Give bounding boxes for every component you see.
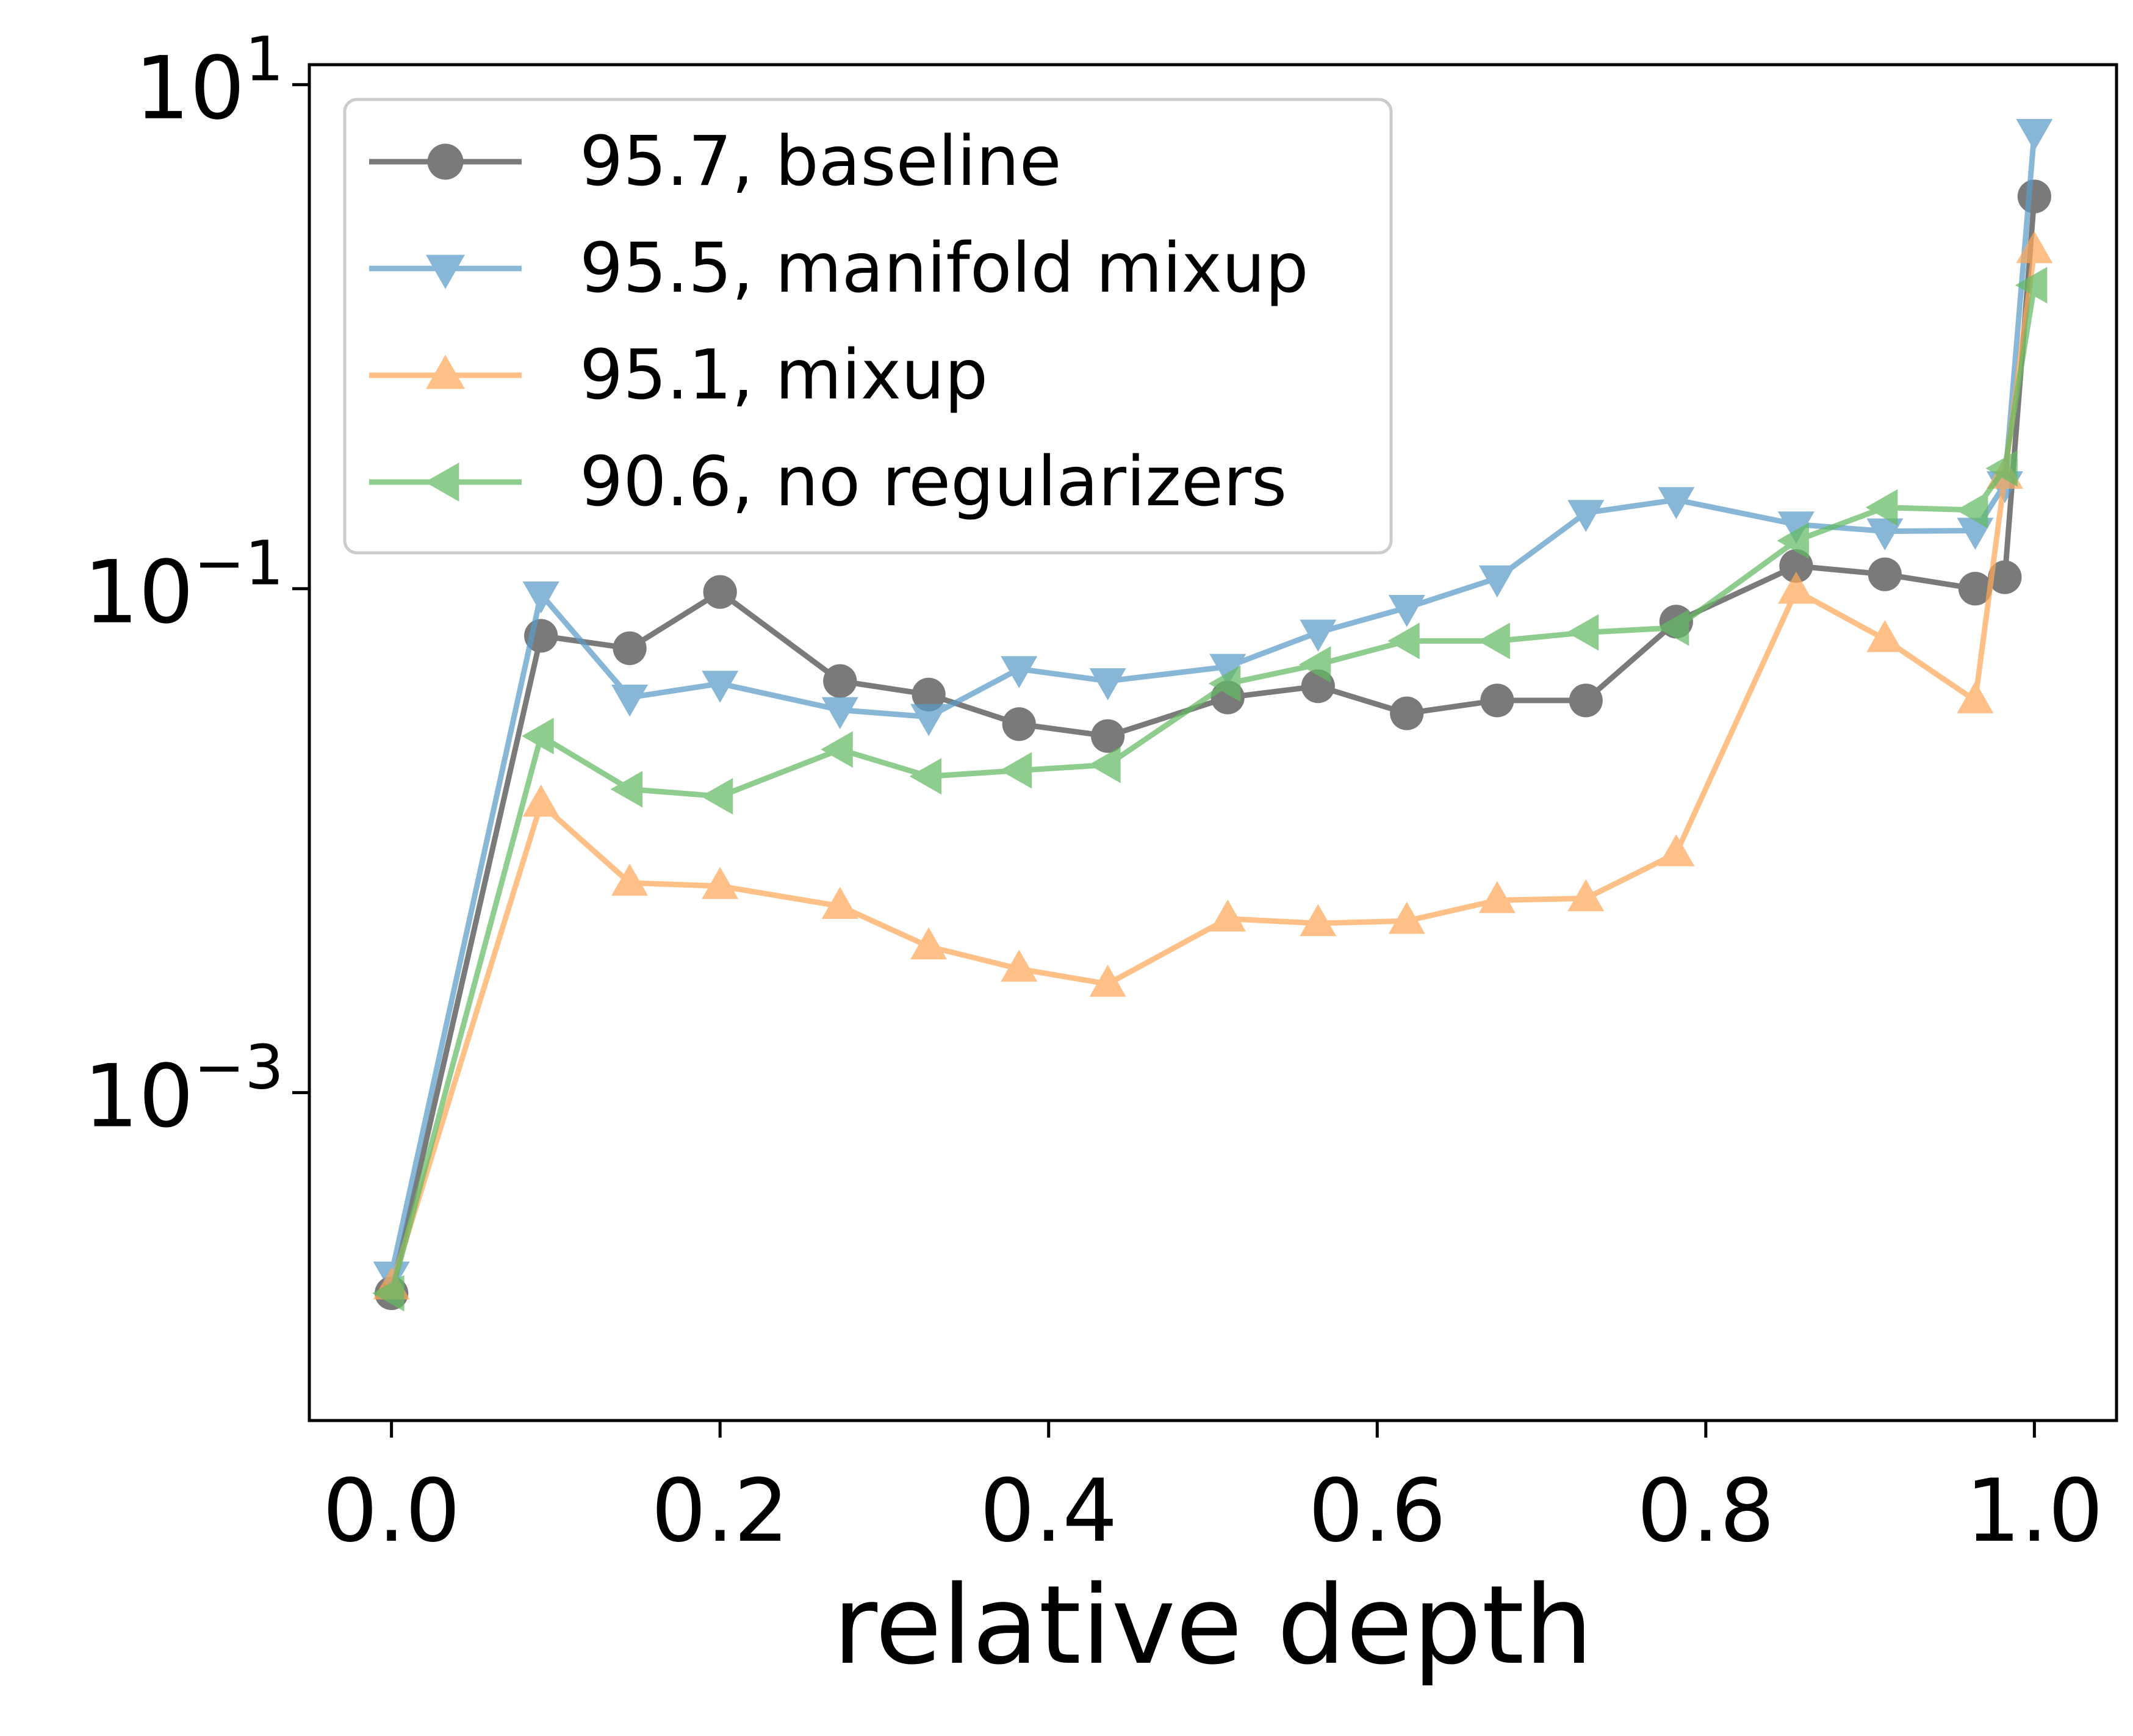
data-point — [1779, 549, 1813, 583]
data-point — [1658, 487, 1695, 519]
data-point — [1089, 668, 1126, 701]
data-point — [910, 704, 948, 737]
data-point — [1866, 518, 1904, 551]
series-layer — [372, 118, 2053, 1312]
data-point — [821, 697, 858, 730]
data-point — [522, 718, 554, 755]
legend-entry-4 — [369, 463, 522, 502]
data-point — [1988, 560, 2022, 594]
data-point — [522, 784, 559, 817]
data-point — [1388, 594, 1425, 627]
data-point — [703, 575, 737, 609]
plot-frame — [308, 63, 2118, 1422]
x-tick-label: 0.0 — [323, 1461, 461, 1561]
data-point — [2017, 179, 2051, 214]
data-point — [1478, 565, 1516, 598]
data-point — [823, 664, 857, 698]
data-point — [1567, 879, 1605, 912]
y-tick-label: 101 — [135, 24, 284, 139]
legend-marker — [425, 463, 459, 502]
data-point — [912, 677, 946, 711]
data-point — [611, 685, 649, 717]
data-point — [909, 758, 942, 795]
legend-box — [343, 98, 1393, 555]
data-point — [1777, 571, 1815, 604]
legend-marker — [426, 355, 465, 389]
x-tick-label: 0.4 — [980, 1461, 1118, 1561]
data-point — [1209, 654, 1246, 686]
data-point — [1298, 646, 1331, 683]
data-point — [1777, 522, 1809, 560]
data-point — [1865, 489, 1898, 526]
data-point — [1955, 491, 1988, 528]
data-point — [1300, 904, 1337, 937]
data-point — [2016, 118, 2053, 151]
legend-entry-2 — [369, 254, 522, 289]
y-tick-label: 10−1 — [84, 528, 284, 643]
legend: 95.7, baseline 95.5, manifold mixup 95.1, … — [343, 98, 1393, 555]
x-tick-label: 0.8 — [1637, 1461, 1775, 1561]
data-point — [1868, 557, 1902, 591]
series-2 — [373, 118, 2053, 1294]
y-axis: 101 10−1 10−3 — [84, 24, 309, 1147]
x-tick-label: 0.2 — [651, 1461, 789, 1561]
data-point — [700, 777, 733, 815]
data-point — [1387, 622, 1420, 660]
data-point — [1388, 901, 1425, 934]
data-point — [1480, 683, 1514, 718]
data-point — [1300, 619, 1337, 652]
data-point — [1569, 683, 1603, 718]
data-point — [1390, 696, 1424, 730]
data-point — [1866, 620, 1904, 652]
data-point — [372, 1275, 405, 1312]
legend-entry-3 — [369, 355, 522, 389]
data-point — [821, 887, 858, 919]
data-point — [1208, 665, 1241, 702]
data-point — [1091, 719, 1125, 753]
x-tick-label: 0.6 — [1308, 1461, 1446, 1561]
data-point — [1088, 746, 1121, 783]
legend-marker — [426, 254, 465, 289]
series-4 — [372, 267, 2048, 1312]
x-tick-label: 1.0 — [1965, 1461, 2103, 1561]
data-point — [1478, 881, 1516, 913]
legend-entry-1 — [369, 143, 522, 180]
data-point — [1209, 899, 1246, 932]
data-point — [2015, 267, 2048, 304]
data-point — [1002, 707, 1036, 741]
data-point — [999, 752, 1032, 789]
data-point — [611, 863, 649, 896]
series-1 — [375, 179, 2051, 1310]
x-axis-label: relative depth — [833, 1562, 1593, 1688]
legend-label: 90.6, no regularizers — [580, 442, 1287, 522]
data-point — [1001, 949, 1038, 982]
data-point — [1957, 681, 1994, 713]
data-point — [1001, 656, 1038, 688]
data-point — [2016, 231, 2053, 264]
data-point — [1658, 834, 1695, 866]
data-point — [1566, 614, 1599, 651]
data-point — [1567, 500, 1605, 532]
data-point — [610, 771, 643, 808]
data-point — [702, 671, 739, 703]
data-point — [910, 927, 948, 960]
legend-label: 95.7, baseline — [580, 122, 1062, 201]
x-axis: 0.0 0.2 0.4 0.6 0.8 1.0 — [323, 1421, 2103, 1561]
data-point — [702, 866, 739, 899]
legend-marker — [427, 143, 464, 180]
data-point — [1777, 511, 1815, 544]
data-point — [1478, 622, 1510, 660]
data-point — [1656, 609, 1689, 646]
data-point — [1089, 965, 1126, 997]
y-tick-label: 10−3 — [84, 1032, 284, 1147]
legend-label: 95.1, mixup — [580, 336, 988, 415]
data-point — [1958, 572, 1993, 606]
data-point — [821, 731, 853, 768]
legend-label: 95.5, manifold mixup — [580, 229, 1309, 308]
data-point — [1985, 450, 2018, 487]
data-point — [613, 631, 647, 665]
data-point — [522, 581, 559, 614]
